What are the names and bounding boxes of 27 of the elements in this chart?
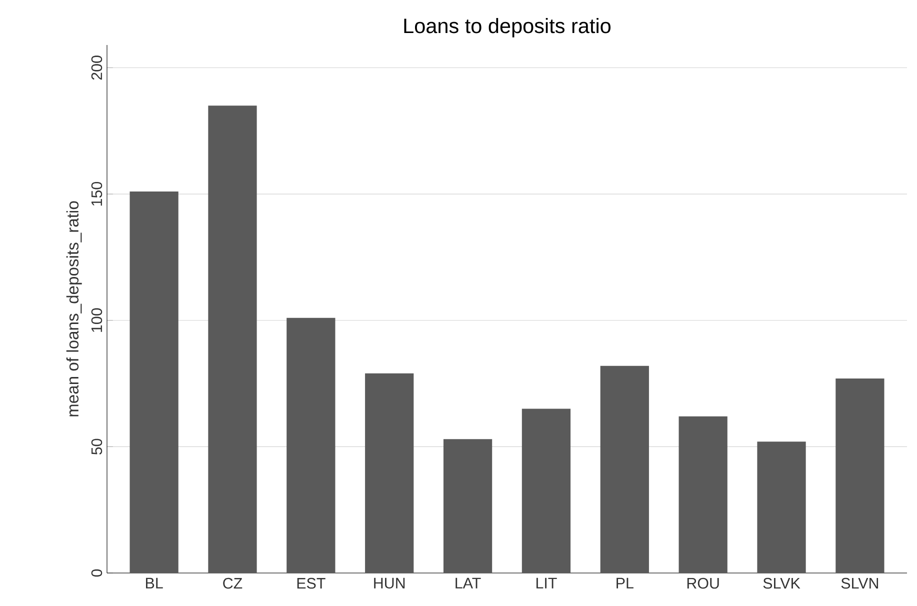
y-tick-label: 100 bbox=[91, 308, 102, 332]
y-tick-label: 0 bbox=[91, 569, 102, 577]
bar bbox=[286, 318, 336, 573]
x-tick-label: EST bbox=[297, 578, 326, 589]
bar bbox=[208, 106, 257, 573]
bar bbox=[365, 373, 414, 573]
x-tick-label: SLVN bbox=[841, 578, 878, 589]
x-tick-label: CZ bbox=[223, 578, 242, 589]
chart-title: Loans to deposits ratio bbox=[404, 18, 611, 38]
bar bbox=[757, 442, 806, 573]
x-tick-label: SLVK bbox=[763, 578, 800, 589]
y-tick-label: 150 bbox=[91, 182, 102, 206]
bar bbox=[443, 439, 492, 573]
x-tick-label: BL bbox=[146, 578, 163, 588]
x-tick-label: LAT bbox=[456, 578, 481, 588]
x-tick-label: HUN bbox=[374, 578, 405, 589]
y-tick-label: 50 bbox=[91, 438, 102, 455]
x-tick-label: PL bbox=[616, 578, 634, 588]
bar bbox=[522, 408, 571, 573]
bar bbox=[836, 378, 884, 573]
bar bbox=[130, 192, 178, 573]
bar bbox=[600, 366, 649, 573]
y-axis-title: mean of loans_deposits_ratio bbox=[66, 201, 82, 416]
x-tick-label: ROU bbox=[687, 578, 719, 589]
bar bbox=[678, 416, 728, 573]
x-tick-label: LIT bbox=[536, 578, 557, 588]
y-tick-label: 200 bbox=[91, 56, 102, 80]
